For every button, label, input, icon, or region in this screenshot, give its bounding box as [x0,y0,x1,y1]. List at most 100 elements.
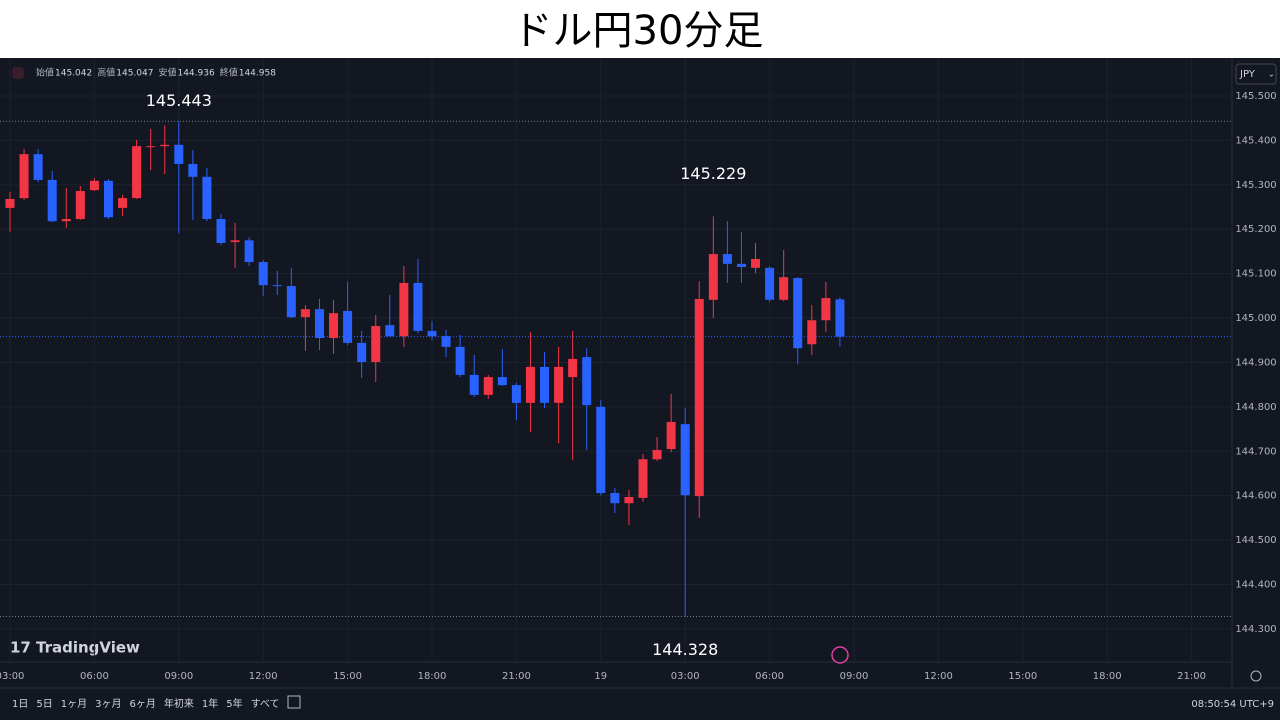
candle-body [118,198,128,208]
candle-body [286,286,296,318]
ohlc-value: 145.042 [55,69,92,79]
candle-body [835,299,845,337]
calendar-icon[interactable] [287,695,301,709]
candle-body [540,366,550,403]
candle-body [511,385,521,403]
title-bar [0,0,1280,58]
candle-body [779,277,789,300]
x-tick-label: 15:00 [333,671,362,682]
x-tick-label: 06:00 [80,671,109,682]
x-tick-label: 21:00 [1177,671,1206,682]
x-tick-label: 03:00 [0,671,24,682]
candle-body [132,146,142,199]
brand-mark: 17 [10,639,31,657]
candle-body [146,146,156,148]
chart-bg [0,58,1280,720]
candle-body [300,309,310,318]
high-annotation: 145.443 [146,91,212,110]
ohlc-label: 高値 [97,67,115,79]
x-tick-label: 18:00 [1093,671,1122,682]
y-tick-label: 144.400 [1235,580,1276,591]
candle-body [596,406,606,494]
clock: 08:50:54 UTC+9 [1191,699,1274,710]
candle-body [582,357,592,406]
candle-body [329,313,339,339]
candle-body [680,424,690,496]
candle-body [47,179,57,222]
candle-body [722,254,732,264]
candle-body [272,285,282,287]
candle-body [624,497,634,504]
x-tick-label: 12:00 [924,671,953,682]
candle-body [793,278,803,349]
alert-icon[interactable] [831,646,849,664]
high-annotation: 145.229 [680,164,746,183]
y-tick-label: 144.300 [1235,624,1276,635]
low-annotation: 144.328 [652,640,718,659]
x-tick-label: 18:00 [418,671,447,682]
candle-body [202,176,212,219]
candle-body [89,180,99,191]
y-tick-label: 144.700 [1235,446,1276,457]
range-button[interactable]: 1ヶ月 [61,698,87,710]
ohlc-value: 144.958 [239,69,276,79]
candle-body [19,154,29,199]
range-button[interactable]: 6ヶ月 [130,698,156,710]
ohlc-label: 終値 [220,67,238,79]
symbol-icon [12,67,24,79]
y-tick-label: 144.600 [1235,491,1276,502]
candle-body [497,377,507,386]
candle-body [455,346,465,375]
candle-body [807,320,817,345]
y-tick-label: 145.400 [1235,135,1276,146]
candle-body [441,336,451,347]
candle-body [75,191,85,219]
candle-body [427,330,437,337]
y-tick-label: 144.900 [1235,357,1276,368]
currency-box[interactable] [1235,63,1277,85]
candle-body [160,144,170,147]
range-button[interactable]: 1日 [12,699,28,710]
y-tick-label: 145.300 [1235,180,1276,191]
candle-body [469,374,479,395]
ohlc-value: 145.047 [116,69,153,79]
candle-body [230,240,240,243]
brand-logo: 17 TradingView [10,639,140,657]
y-tick-label: 145.100 [1235,269,1276,280]
x-tick-label: 15:00 [1008,671,1037,682]
candle-body [258,262,268,286]
range-button[interactable]: すべて [251,698,280,710]
range-button[interactable]: 5日 [36,699,52,710]
y-tick-label: 145.000 [1235,313,1276,324]
candle-body [708,254,718,300]
x-tick-label: 06:00 [755,671,784,682]
candle-body [61,218,71,222]
candle-body [483,377,493,395]
candle-body [103,180,113,218]
range-button[interactable]: 1年 [202,697,218,710]
candle-body [174,144,184,164]
y-tick-label: 145.200 [1235,224,1276,235]
candle-body [33,154,43,180]
candle-body [5,199,15,208]
candle-body [554,366,564,403]
range-button[interactable]: 3ヶ月 [95,698,121,710]
range-button[interactable]: 5年 [226,697,242,710]
range-button[interactable]: 年初来 [164,697,194,710]
candle-body [216,218,226,243]
x-tick-label: 21:00 [502,671,531,682]
brand: TradingView [36,639,140,657]
settings-icon[interactable] [1250,670,1262,682]
ohlc-label: 安値 [158,67,176,79]
candle-body [413,282,423,331]
candle-body [821,298,831,321]
candle-body [343,310,353,343]
currency: JPY [1239,69,1256,80]
candle-body [188,163,198,177]
candle-body [610,493,620,504]
candle-body [751,258,761,268]
title: ドル円30分足 [513,8,764,54]
candle-body [314,309,324,339]
candle-body [385,325,395,337]
y-tick-label: 145.500 [1235,91,1276,102]
